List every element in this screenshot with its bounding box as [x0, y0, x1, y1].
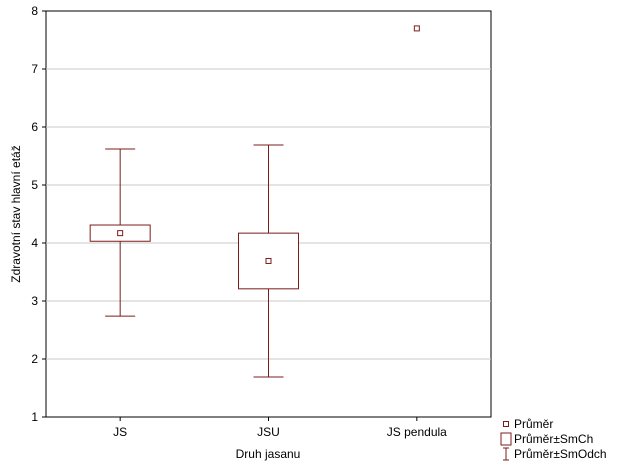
- x-tick-label-0: JS: [113, 425, 127, 439]
- y-tick-label-8: 8: [31, 4, 38, 18]
- y-tick-label-7: 7: [31, 62, 38, 76]
- mean-point-js-pendula: [413, 25, 420, 32]
- series-marks: [89, 25, 420, 378]
- x-tick-label-2: JS pendula: [387, 425, 447, 439]
- y-axis-ticks: 1 2 3 4 5 6 7 8: [31, 4, 46, 424]
- legend-symbol-mean: [503, 421, 509, 427]
- y-tick-label-6: 6: [31, 120, 38, 134]
- legend-label-mean: Průměr: [514, 417, 553, 431]
- x-tick-label-1: JSU: [257, 425, 280, 439]
- legend-label-box: Průměr±SmCh: [514, 432, 593, 446]
- y-tick-label-5: 5: [31, 178, 38, 192]
- legend-label-whisker: Průměr±SmOdch: [514, 447, 607, 461]
- mean-point-js: [117, 230, 124, 237]
- y-axis-label: Zdravotní stav hlavní etáž: [9, 145, 23, 282]
- x-axis-ticks: JS JSU JS pendula: [113, 417, 447, 439]
- x-axis-label: Druh jasanu: [236, 447, 301, 461]
- y-tick-label-3: 3: [31, 294, 38, 308]
- legend-symbol-box: [500, 432, 512, 446]
- y-tick-label-4: 4: [31, 236, 38, 250]
- mean-point-jsu: [265, 257, 272, 264]
- y-tick-label-1: 1: [31, 410, 38, 424]
- y-tick-label-2: 2: [31, 352, 38, 366]
